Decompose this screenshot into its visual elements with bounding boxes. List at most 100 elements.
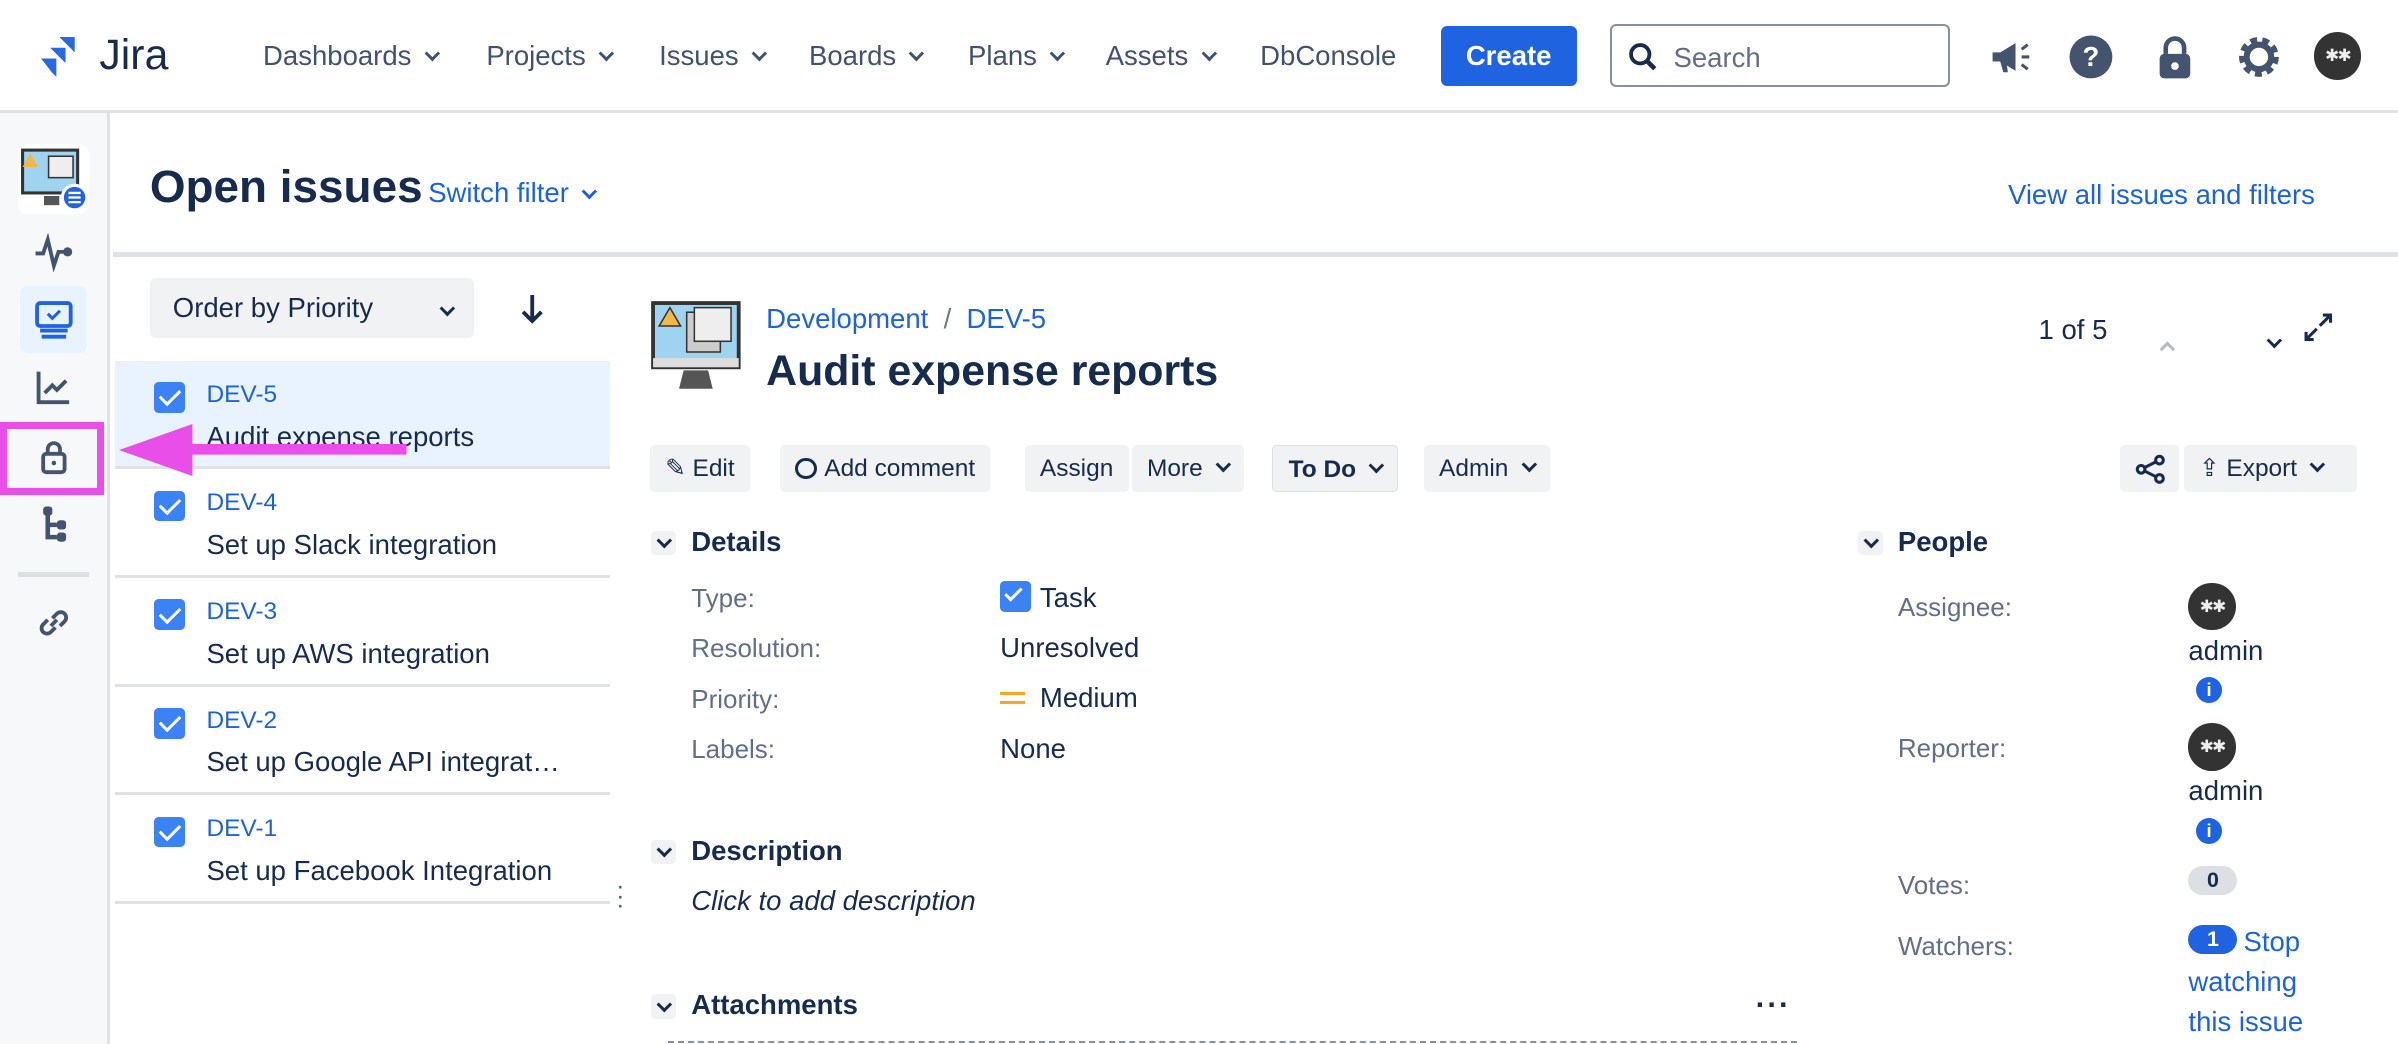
link-icon[interactable] bbox=[34, 603, 74, 643]
add-comment-label: Add comment bbox=[824, 455, 976, 483]
nav-dashboards[interactable]: Dashboards bbox=[263, 39, 440, 72]
previous-issue-chevron-up-icon[interactable] bbox=[2160, 341, 2176, 357]
security-lock-icon[interactable] bbox=[34, 437, 74, 477]
resize-handle-icon[interactable]: · · · bbox=[616, 873, 625, 919]
activity-pulse-icon[interactable] bbox=[34, 232, 74, 273]
next-issue-chevron-down-icon[interactable] bbox=[2266, 332, 2282, 348]
chevron-down-icon bbox=[1201, 45, 1217, 61]
issue-summary: Set up Google API integration bbox=[206, 746, 566, 778]
pencil-icon: ✎ bbox=[665, 455, 693, 483]
chevron-down-icon bbox=[581, 183, 598, 199]
labels-label: Labels: bbox=[691, 734, 776, 765]
attachments-toggle-chevron-icon[interactable] bbox=[651, 994, 676, 1019]
description-toggle-chevron-icon[interactable] bbox=[651, 839, 676, 865]
breadcrumb: Development / DEV-5 bbox=[766, 303, 1046, 335]
reporter-value[interactable]: admin bbox=[2188, 775, 2264, 807]
nav-label: Plans bbox=[968, 39, 1037, 71]
details-toggle-chevron-icon[interactable] bbox=[651, 530, 676, 556]
assignee-label: Assignee: bbox=[1897, 591, 2012, 622]
issue-list-item[interactable]: DEV-2 Set up Google API integration bbox=[114, 687, 611, 796]
attachments-heading: Attachments bbox=[691, 989, 858, 1021]
search-input[interactable]: Search bbox=[1610, 24, 1950, 88]
status-dropdown[interactable]: To Do bbox=[1272, 445, 1399, 493]
nav-label: Projects bbox=[486, 39, 586, 71]
issue-key: DEV-4 bbox=[206, 489, 278, 517]
reporter-info-icon[interactable]: i bbox=[2196, 818, 2223, 845]
admin-label: Admin bbox=[1439, 455, 1509, 483]
share-button[interactable] bbox=[2119, 445, 2180, 493]
issue-list-item[interactable]: DEV-1 Set up Facebook Integration bbox=[114, 795, 611, 904]
breadcrumb-issue-link[interactable]: DEV-5 bbox=[966, 302, 1047, 334]
issue-title: Audit expense reports bbox=[766, 347, 1219, 396]
nav-plans[interactable]: Plans bbox=[968, 39, 1066, 72]
switch-filter-label: Switch filter bbox=[428, 177, 569, 209]
export-button[interactable]: ⇪ Export bbox=[2183, 445, 2357, 493]
create-button[interactable]: Create bbox=[1440, 25, 1577, 86]
more-label: More bbox=[1146, 455, 1203, 483]
assignee-avatar: ✱✱ bbox=[2188, 582, 2236, 631]
priority-medium-icon bbox=[1000, 691, 1025, 705]
help-icon[interactable]: ? bbox=[2068, 34, 2114, 80]
type-label: Type: bbox=[691, 582, 755, 613]
assignee-value[interactable]: admin bbox=[2188, 634, 2264, 666]
lock-icon[interactable] bbox=[2152, 34, 2198, 80]
edit-button[interactable]: ✎ Edit bbox=[649, 445, 750, 493]
chevron-down-icon bbox=[2310, 456, 2326, 473]
sort-direction-arrow-icon[interactable] bbox=[520, 292, 544, 326]
megaphone-icon[interactable] bbox=[1988, 34, 2034, 80]
assign-button[interactable]: Assign bbox=[1024, 445, 1129, 493]
pager-count: 1 of 5 bbox=[2038, 313, 2108, 345]
nav-label: Assets bbox=[1105, 39, 1189, 71]
admin-button[interactable]: Admin bbox=[1423, 445, 1550, 493]
votes-badge[interactable]: 0 bbox=[2188, 865, 2238, 895]
nav-boards[interactable]: Boards bbox=[809, 40, 925, 72]
jira-logo[interactable]: Jira bbox=[38, 31, 168, 87]
expand-icon[interactable] bbox=[2303, 312, 2334, 343]
order-by-label: Order by Priority bbox=[172, 292, 374, 324]
nav-dbconsole[interactable]: DbConsole bbox=[1260, 40, 1396, 72]
project-monitor-icon bbox=[21, 148, 89, 212]
nav-label: DbConsole bbox=[1260, 39, 1397, 71]
type-text: Task bbox=[1039, 582, 1097, 614]
more-button[interactable]: More bbox=[1131, 445, 1244, 493]
top-navigation: Jira Dashboards Projects Issues Boards P… bbox=[0, 0, 2398, 114]
nav-projects[interactable]: Projects bbox=[486, 39, 614, 72]
task-type-icon bbox=[1000, 581, 1031, 612]
people-toggle-chevron-icon[interactable] bbox=[1858, 530, 1883, 556]
watchers-badge[interactable]: 1 bbox=[2188, 925, 2238, 955]
priority-value: Medium bbox=[1000, 682, 1138, 714]
type-value: Task bbox=[1000, 581, 1096, 614]
stop-watching-link[interactable]: Stop watching this issue bbox=[2188, 926, 2304, 1037]
task-checkbox-icon bbox=[154, 599, 186, 631]
issue-list-item[interactable]: DEV-3 Set up AWS integration bbox=[114, 578, 611, 687]
chevron-down-icon bbox=[1215, 456, 1231, 473]
view-all-issues-link[interactable]: View all issues and filters bbox=[2007, 178, 2315, 210]
search-placeholder: Search bbox=[1673, 41, 1761, 73]
votes-label: Votes: bbox=[1897, 870, 1971, 901]
breadcrumb-project-link[interactable]: Development bbox=[766, 302, 929, 334]
project-avatar[interactable] bbox=[18, 143, 89, 215]
project-monitor-icon bbox=[651, 300, 741, 389]
annotation-highlight-box bbox=[0, 422, 104, 496]
reports-chart-icon[interactable] bbox=[34, 367, 74, 407]
nav-label: Dashboards bbox=[263, 39, 412, 71]
nav-assets[interactable]: Assets bbox=[1105, 39, 1217, 72]
edit-label: Edit bbox=[692, 455, 735, 483]
user-avatar[interactable]: ✱✱ bbox=[2313, 32, 2362, 80]
attachments-more-icon[interactable]: ··· bbox=[1755, 987, 1791, 1022]
hierarchy-tree-icon[interactable] bbox=[34, 505, 74, 545]
settings-gear-icon[interactable] bbox=[2236, 34, 2282, 80]
task-checkbox-icon bbox=[154, 708, 186, 739]
chevron-down-icon bbox=[1521, 456, 1537, 473]
issue-list-item[interactable]: DEV-4 Set up Slack integration bbox=[114, 469, 611, 579]
add-comment-button[interactable]: Add comment bbox=[779, 445, 991, 493]
people-heading: People bbox=[1897, 526, 1989, 558]
nav-issues[interactable]: Issues bbox=[659, 40, 767, 72]
order-by-select[interactable]: Order by Priority bbox=[149, 278, 475, 338]
sidebar-item-issues[interactable] bbox=[19, 285, 88, 354]
switch-filter-button[interactable]: Switch filter bbox=[428, 177, 598, 209]
description-field[interactable]: Click to add description bbox=[691, 885, 976, 917]
attachment-dropzone[interactable] bbox=[668, 1041, 1797, 1044]
assignee-info-icon[interactable]: i bbox=[2196, 677, 2223, 704]
chevron-down-icon bbox=[751, 45, 767, 61]
